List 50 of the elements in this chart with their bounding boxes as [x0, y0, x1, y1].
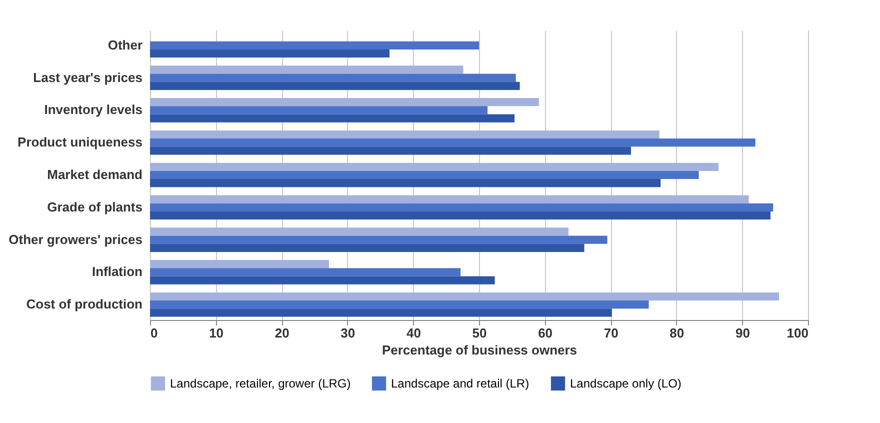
- bar: [150, 162, 719, 171]
- bar: [150, 114, 515, 122]
- bar: [150, 74, 516, 82]
- y-tick-label: Other growers' prices: [8, 232, 142, 247]
- y-tick-label: Inventory levels: [44, 102, 142, 118]
- y-tick-label: Grade of plants: [47, 199, 142, 214]
- bar: [150, 211, 770, 220]
- legend-label: Landscape only (LO): [570, 376, 682, 390]
- bar: [150, 195, 749, 204]
- bar: [150, 203, 774, 212]
- bar: [150, 244, 584, 252]
- x-tick-label: 40: [406, 326, 421, 340]
- bar: [150, 268, 461, 276]
- x-tick-label: 100: [786, 326, 808, 340]
- bar: [150, 170, 699, 180]
- bar: [150, 106, 488, 114]
- y-tick-label: Product uniqueness: [18, 134, 142, 150]
- y-tick-label: Inflation: [92, 264, 143, 280]
- bar: [150, 300, 649, 309]
- x-tick-label: 70: [604, 326, 618, 340]
- bar: [150, 236, 608, 244]
- y-tick-label: Last year's prices: [33, 70, 142, 85]
- bar: [150, 82, 520, 90]
- bar: [150, 228, 568, 236]
- x-tick-label: 30: [340, 326, 356, 340]
- bar: [150, 276, 495, 284]
- bar: [150, 292, 780, 301]
- x-tick-label: 10: [209, 326, 224, 340]
- x-tick-label: 90: [735, 326, 750, 340]
- bar: [150, 130, 660, 139]
- bar: [150, 308, 612, 317]
- bar: [150, 146, 631, 155]
- bar: [150, 41, 479, 50]
- bar: [150, 138, 756, 147]
- bar: [150, 98, 539, 106]
- bar: [150, 260, 329, 268]
- x-axis-title: Percentage of business owners: [382, 342, 578, 358]
- legend-label: Landscape and retail (LR): [391, 376, 530, 390]
- bar: [150, 179, 661, 188]
- y-tick-label: Market demand: [47, 167, 143, 182]
- bar: [150, 49, 390, 58]
- x-tick-label: 0: [150, 326, 158, 340]
- y-tick-label: Cost of production: [26, 296, 143, 312]
- x-tick-label: 50: [472, 326, 487, 340]
- x-tick-label: 20: [274, 326, 290, 340]
- bar: [150, 66, 464, 74]
- y-tick-label: Other: [108, 37, 142, 52]
- legend-label: Landscape, retailer, grower (LRG): [170, 376, 351, 390]
- x-tick-label: 80: [670, 326, 684, 340]
- x-tick-label: 60: [538, 326, 553, 340]
